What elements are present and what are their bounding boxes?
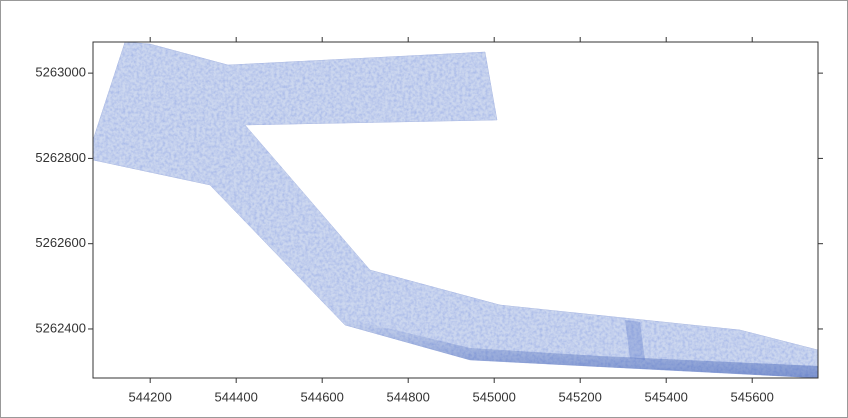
x-tick-label: 544200 bbox=[128, 389, 171, 404]
y-tick-label: 5262800 bbox=[35, 150, 86, 165]
x-tick-label: 545600 bbox=[731, 389, 774, 404]
x-tick-label: 544800 bbox=[387, 389, 430, 404]
x-tick-label: 545200 bbox=[559, 389, 602, 404]
x-tick-label: 545400 bbox=[645, 389, 688, 404]
y-tick-label: 5263000 bbox=[35, 65, 86, 80]
map-view: 544200 544400 544600 544800 545000 545200 5454… bbox=[0, 0, 848, 418]
x-tick-label: 544600 bbox=[301, 389, 344, 404]
y-tick-label: 5262400 bbox=[35, 320, 86, 335]
x-tick-label: 545000 bbox=[473, 389, 516, 404]
y-tick-label: 5262600 bbox=[35, 235, 86, 250]
x-tick-label: 544400 bbox=[214, 389, 257, 404]
